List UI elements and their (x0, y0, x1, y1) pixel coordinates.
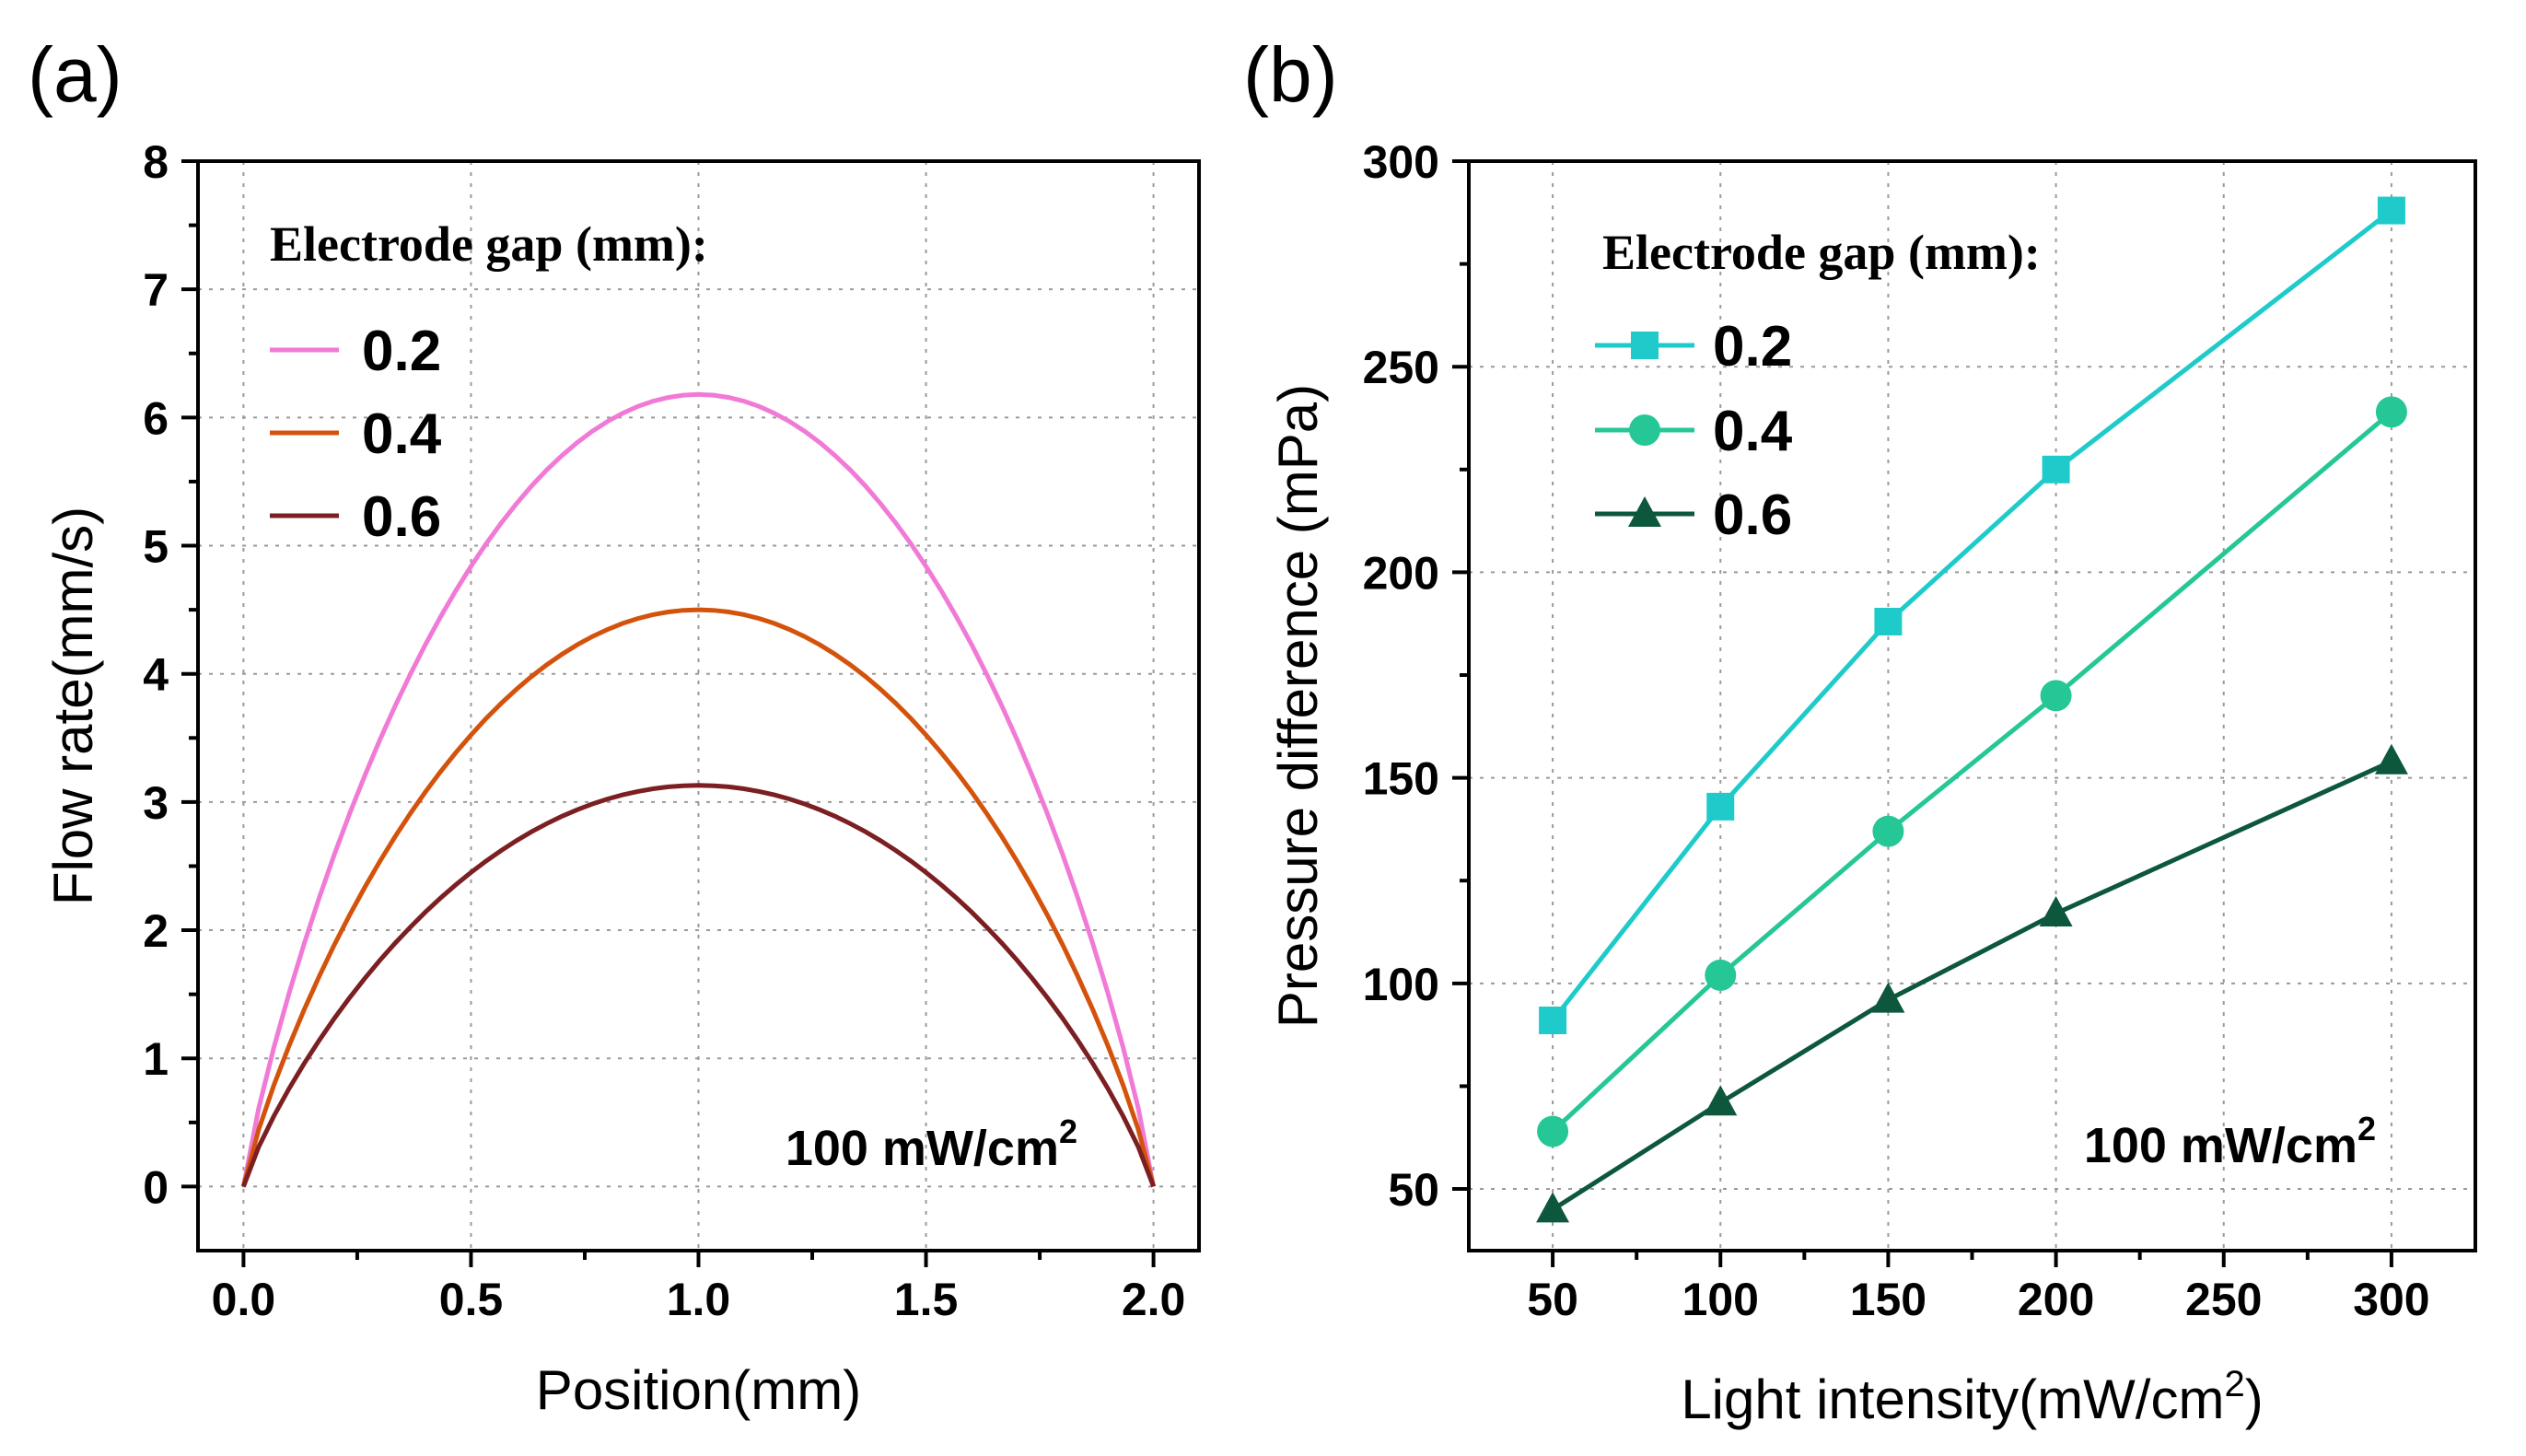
data-point (1874, 607, 1903, 635)
legend-marker (1631, 332, 1659, 359)
legend-label: 0.4 (362, 402, 442, 466)
legend-label: 0.6 (1713, 483, 1792, 547)
annotation-text: 100 mW/cm2 (786, 1112, 1077, 1176)
series-0.2 (240, 391, 1157, 1187)
y-tick-label: 3 (143, 777, 169, 829)
legend-item-0.2: 0.2 (270, 320, 441, 383)
legend-marker (1628, 496, 1661, 527)
y-tick-label: 0 (143, 1161, 169, 1213)
series-0.4 (240, 607, 1157, 1188)
annotation-text: 100 mW/cm2 (2084, 1110, 2376, 1173)
y-tick-label: 300 (1363, 136, 1439, 188)
x-tick-label: 250 (2185, 1274, 2262, 1325)
data-point (1537, 1115, 1569, 1147)
series-0.2 (1539, 196, 2405, 1035)
data-point (2042, 455, 2070, 483)
series-line (240, 607, 1157, 1188)
legend-label: 0.4 (1713, 400, 1793, 463)
series-line (1551, 208, 2393, 1022)
legend-item-0.6: 0.6 (1595, 483, 1792, 547)
y-tick-label: 6 (143, 392, 169, 444)
y-tick-label: 4 (143, 649, 169, 701)
data-point (2377, 196, 2405, 225)
x-tick-label: 50 (1527, 1274, 1578, 1325)
chart-panel-a: 0.0 0.5 1.0 1.5 2.0 0 1 2 3 4 5 6 7 8 Position(mm) Flow… (28, 31, 1201, 1421)
y-tick-label: 2 (143, 905, 169, 957)
legend-label: 0.6 (362, 485, 441, 549)
legend-title: Electrode gap (mm): (270, 216, 708, 272)
y-axis-label: Flow rate(mm/s) (42, 507, 104, 905)
series-line (1551, 410, 2393, 1134)
y-tick-label: 5 (143, 521, 169, 573)
legend-item-0.6: 0.6 (270, 485, 441, 549)
y-axis-label: Pressure difference (mPa) (1267, 384, 1329, 1028)
x-tick-label: 1.0 (667, 1274, 731, 1325)
data-point (1704, 1085, 1738, 1116)
x-tick-label: 1.5 (894, 1274, 959, 1325)
data-point (1536, 1192, 1570, 1223)
data-point (1539, 1007, 1567, 1035)
data-point (1872, 815, 1904, 847)
legend-item-0.4: 0.4 (1595, 400, 1793, 463)
series-0.6 (1536, 743, 2408, 1223)
series-0.6 (241, 783, 1156, 1188)
series-line (240, 391, 1157, 1187)
data-point (1706, 792, 1735, 821)
data-point (2375, 396, 2407, 428)
data-point (2039, 895, 2073, 926)
data-point (2040, 680, 2072, 712)
y-tick-label: 200 (1363, 547, 1439, 599)
x-tick-label: 300 (2353, 1274, 2429, 1325)
y-tick-label: 7 (143, 264, 169, 316)
x-axis-label: Position(mm) (536, 1359, 861, 1421)
legend-item-0.4: 0.4 (270, 402, 442, 466)
legend-title: Electrode gap (mm): (1602, 225, 2041, 280)
series-line (241, 783, 1156, 1188)
y-tick-label: 150 (1363, 753, 1439, 805)
y-tick-label: 250 (1363, 342, 1439, 393)
plot-frame (1467, 159, 2477, 1252)
data-point (2374, 743, 2408, 775)
chart-panel-b: 50 100 150 200 250 300 50 100 150 200 250 300 Light … (1243, 31, 2477, 1430)
panel-label: (b) (1243, 31, 1338, 118)
x-tick-label: 2.0 (1122, 1274, 1186, 1325)
data-point (1871, 982, 1905, 1013)
data-point (1705, 959, 1737, 991)
legend-item-0.2: 0.2 (1595, 315, 1792, 379)
x-tick-label: 0.5 (439, 1274, 504, 1325)
x-tick-label: 150 (1850, 1274, 1927, 1325)
y-tick-label: 1 (143, 1033, 169, 1085)
y-tick-label: 8 (143, 136, 169, 188)
legend-marker (1629, 414, 1660, 446)
series-0.4 (1537, 396, 2407, 1147)
panel-label: (a) (28, 31, 122, 118)
legend-label: 0.2 (1713, 315, 1792, 379)
x-tick-label: 0.0 (212, 1274, 276, 1325)
y-tick-label: 50 (1388, 1164, 1439, 1216)
x-tick-label: 100 (1682, 1274, 1759, 1325)
y-tick-label: 100 (1363, 959, 1439, 1010)
x-axis-label: Light intensity(mW/cm2) (1681, 1364, 2263, 1430)
legend-label: 0.2 (362, 320, 441, 383)
x-tick-label: 200 (2018, 1274, 2094, 1325)
